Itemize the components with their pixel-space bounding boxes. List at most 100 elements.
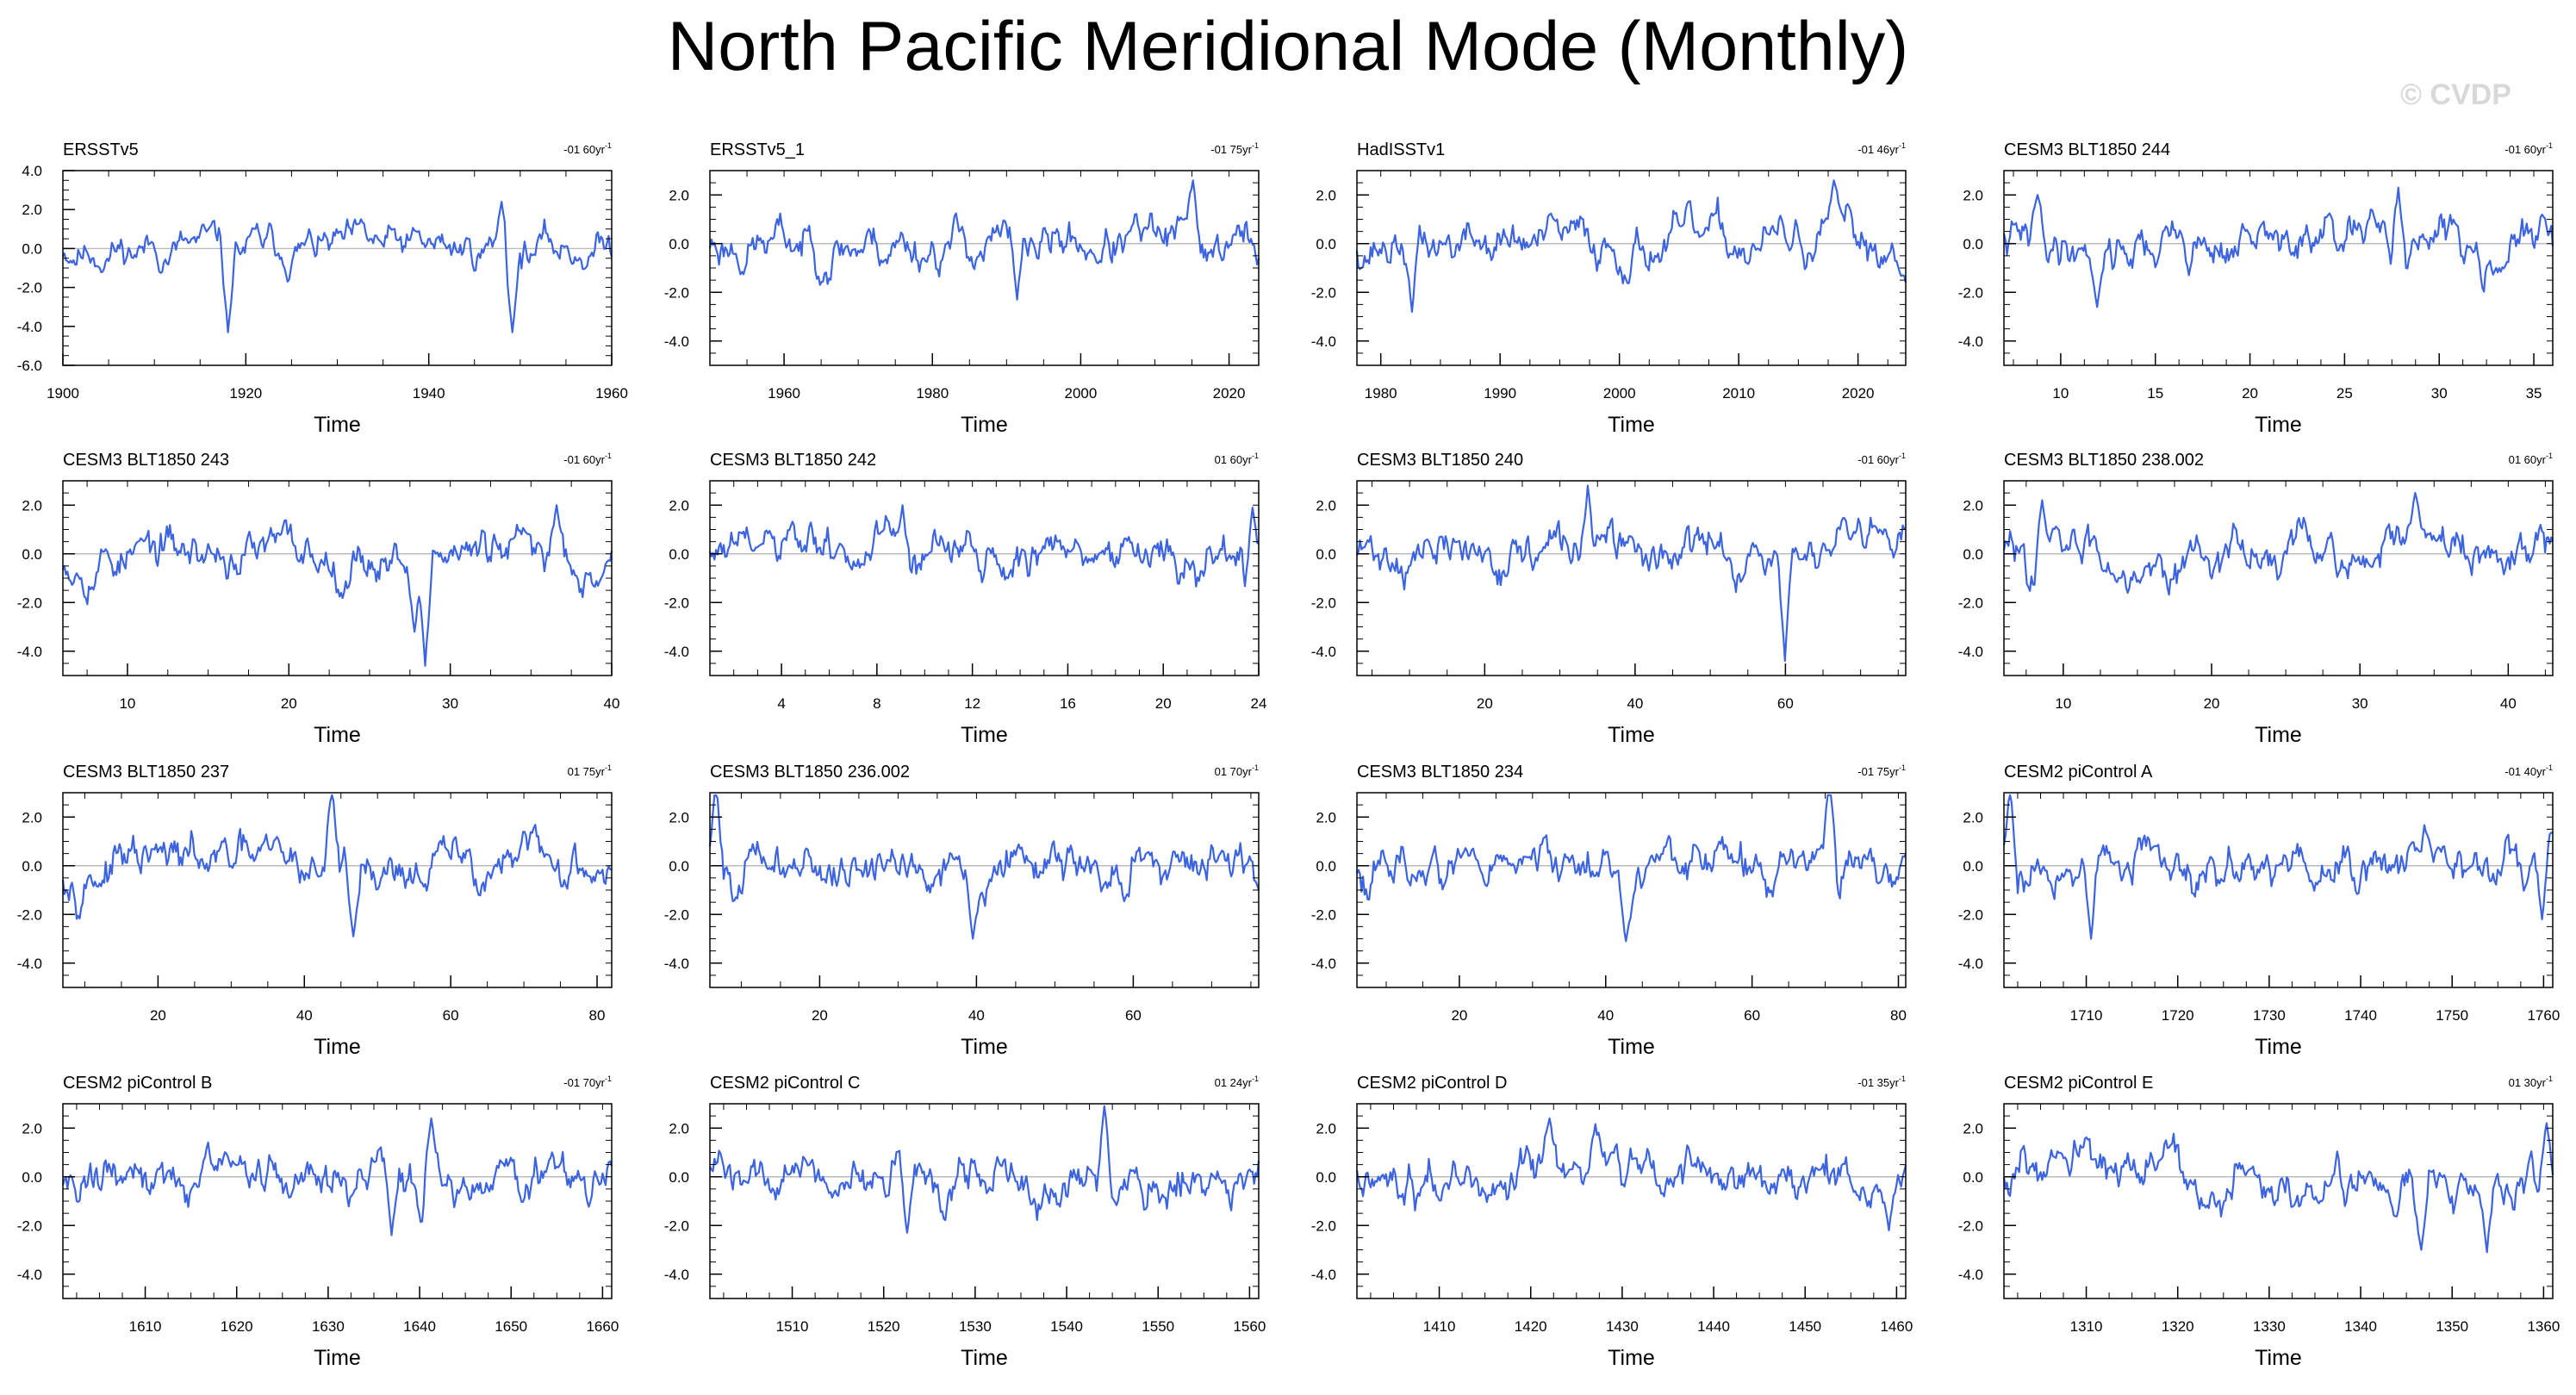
series-line xyxy=(1355,484,1907,663)
series-line xyxy=(61,794,613,937)
x-tick-label: 1530 xyxy=(959,1318,992,1335)
x-tick-label: 24 xyxy=(1251,695,1267,712)
y-tick-label: -4.0 xyxy=(1311,644,1336,660)
series-line xyxy=(2002,186,2554,308)
y-tick-label: 2.0 xyxy=(1316,497,1336,514)
y-tick-label: 0.0 xyxy=(1316,236,1336,252)
x-axis-label: Time xyxy=(961,723,1008,747)
panel-11: 2.0 0.0 -2.0 -4.0 20 40 60 80 Time CESM3 BLT1850 … xyxy=(1311,763,1907,1059)
x-tick-label: 1420 xyxy=(1515,1318,1547,1335)
panel-title: ERSSTv5 xyxy=(63,140,139,159)
x-tick-label: 4 xyxy=(777,695,785,712)
panel-3: 2.0 0.0 -2.0 -4.0 1980 1990 2000 2010 2020 Time Ha… xyxy=(1311,140,1907,437)
x-axis-label: Time xyxy=(1608,1035,1655,1059)
x-tick-label: 20 xyxy=(1451,1007,1467,1024)
x-tick-label: 30 xyxy=(2352,695,2368,712)
panel-4: 2.0 0.0 -2.0 -4.0 10 15 20 25 30 35 Time CESM3 BLT1… xyxy=(1958,140,2554,437)
x-tick-label: 1920 xyxy=(229,385,262,402)
y-tick-label: -2.0 xyxy=(664,906,689,923)
x-tick-label: 1450 xyxy=(1789,1318,1821,1335)
y-tick-label: 2.0 xyxy=(22,202,42,218)
x-tick-label: 1720 xyxy=(2162,1007,2194,1024)
y-tick-label: 2.0 xyxy=(1316,1120,1336,1137)
x-tick-label: 40 xyxy=(1597,1007,1614,1024)
y-tick-label: 2.0 xyxy=(1963,187,1983,203)
y-tick-label: -4.0 xyxy=(1958,1267,1983,1283)
x-tick-label: 30 xyxy=(2431,385,2448,402)
panel-title: CESM2 piControl A xyxy=(2004,763,2153,782)
y-tick-label: -4.0 xyxy=(1311,1267,1336,1283)
trend-label: -01 75yr-1 xyxy=(1210,141,1259,156)
panel-title: CESM2 piControl D xyxy=(1357,1074,1508,1093)
x-tick-label: 40 xyxy=(2500,695,2517,712)
y-tick-label: 0.0 xyxy=(669,236,689,252)
trend-label: 01 30yr-1 xyxy=(2509,1074,2553,1089)
x-tick-label: 1510 xyxy=(776,1318,809,1335)
trend-label: 01 70yr-1 xyxy=(1215,763,1259,778)
panel-title: CESM3 BLT1850 238.002 xyxy=(2004,451,2204,470)
x-tick-label: 2000 xyxy=(1064,385,1097,402)
panel-13: 2.0 0.0 -2.0 -4.0 1610 1620 1630 1640 1650 1660 Ti… xyxy=(17,1074,619,1370)
x-tick-label: 30 xyxy=(442,695,458,712)
panel-7: 2.0 0.0 -2.0 -4.0 20 40 60 Time CESM3 BLT1850 24… xyxy=(1311,451,1907,747)
x-axis-label: Time xyxy=(2255,723,2302,747)
plot-frame xyxy=(62,480,613,676)
x-axis-label: Time xyxy=(961,413,1008,437)
y-tick-label: -4.0 xyxy=(1958,956,1983,972)
y-tick-label: -2.0 xyxy=(1958,595,1983,611)
panel-title: CESM2 piControl C xyxy=(710,1074,861,1093)
trend-label: -01 46yr-1 xyxy=(1857,141,1906,156)
plot-frame xyxy=(2003,1103,2554,1299)
series-line xyxy=(1355,1117,1907,1231)
plot-frame xyxy=(62,792,613,988)
panel-15: 2.0 0.0 -2.0 -4.0 1410 1420 1430 1440 1450 1460 Ti… xyxy=(1311,1074,1913,1370)
x-tick-label: 1330 xyxy=(2253,1318,2286,1335)
y-tick-label: 2.0 xyxy=(1963,809,1983,825)
y-tick-label: 2.0 xyxy=(1963,1120,1983,1137)
x-axis-label: Time xyxy=(314,723,361,747)
x-tick-label: 60 xyxy=(1125,1007,1142,1024)
y-tick-label: 0.0 xyxy=(669,1169,689,1186)
plot-frame xyxy=(709,1103,1260,1299)
x-tick-label: 40 xyxy=(968,1007,985,1024)
x-tick-label: 80 xyxy=(1890,1007,1907,1024)
x-tick-label: 1410 xyxy=(1423,1318,1456,1335)
x-tick-label: 1440 xyxy=(1697,1318,1730,1335)
panel-5: 2.0 0.0 -2.0 -4.0 10 20 30 40 Time CESM3 BLT1850 … xyxy=(17,451,620,747)
series-line xyxy=(61,504,613,667)
panel-title: CESM3 BLT1850 242 xyxy=(710,451,876,470)
panel-10: 2.0 0.0 -2.0 -4.0 20 40 60 Time CESM3 BLT1850 23… xyxy=(664,763,1260,1059)
x-tick-label: 40 xyxy=(604,695,620,712)
x-tick-label: 1760 xyxy=(2527,1007,2560,1024)
y-tick-label: -6.0 xyxy=(17,358,42,374)
y-tick-label: 0.0 xyxy=(22,1169,42,1186)
trend-label: -01 70yr-1 xyxy=(563,1074,612,1089)
x-tick-label: 1620 xyxy=(221,1318,253,1335)
x-tick-label: 1520 xyxy=(868,1318,900,1335)
y-tick-label: 2.0 xyxy=(22,1120,42,1137)
y-tick-label: -2.0 xyxy=(17,1218,42,1234)
x-tick-label: 1940 xyxy=(413,385,445,402)
trend-label: 01 75yr-1 xyxy=(568,763,612,778)
y-tick-label: -2.0 xyxy=(664,284,689,301)
x-tick-label: 1360 xyxy=(2527,1318,2560,1335)
series-line xyxy=(708,794,1260,940)
panel-14: 2.0 0.0 -2.0 -4.0 1510 1520 1530 1540 1550 1560 Ti… xyxy=(664,1074,1266,1370)
y-tick-label: -2.0 xyxy=(664,595,689,611)
x-tick-label: 16 xyxy=(1060,695,1076,712)
series-line xyxy=(61,1117,613,1236)
y-tick-label: -4.0 xyxy=(1958,644,1983,660)
x-tick-label: 1710 xyxy=(2070,1007,2103,1024)
page-title: North Pacific Meridional Mode (Monthly) xyxy=(667,8,1909,85)
x-tick-label: 1610 xyxy=(129,1318,162,1335)
y-tick-label: 0.0 xyxy=(1316,1169,1336,1186)
panel-12: 2.0 0.0 -2.0 -4.0 1710 1720 1730 1740 1750 1760 Ti… xyxy=(1958,763,2560,1059)
y-tick-label: 2.0 xyxy=(669,187,689,203)
x-tick-label: 40 xyxy=(1627,695,1643,712)
x-tick-label: 1730 xyxy=(2253,1007,2286,1024)
series-line xyxy=(2002,794,2554,940)
x-axis-label: Time xyxy=(1608,413,1655,437)
y-tick-label: 2.0 xyxy=(669,1120,689,1137)
x-tick-label: 1960 xyxy=(768,385,800,402)
x-tick-label: 1660 xyxy=(586,1318,619,1335)
